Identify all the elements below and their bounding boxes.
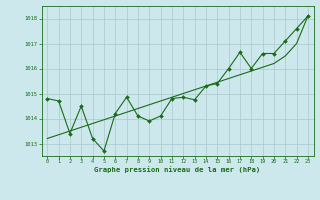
X-axis label: Graphe pression niveau de la mer (hPa): Graphe pression niveau de la mer (hPa)	[94, 167, 261, 173]
